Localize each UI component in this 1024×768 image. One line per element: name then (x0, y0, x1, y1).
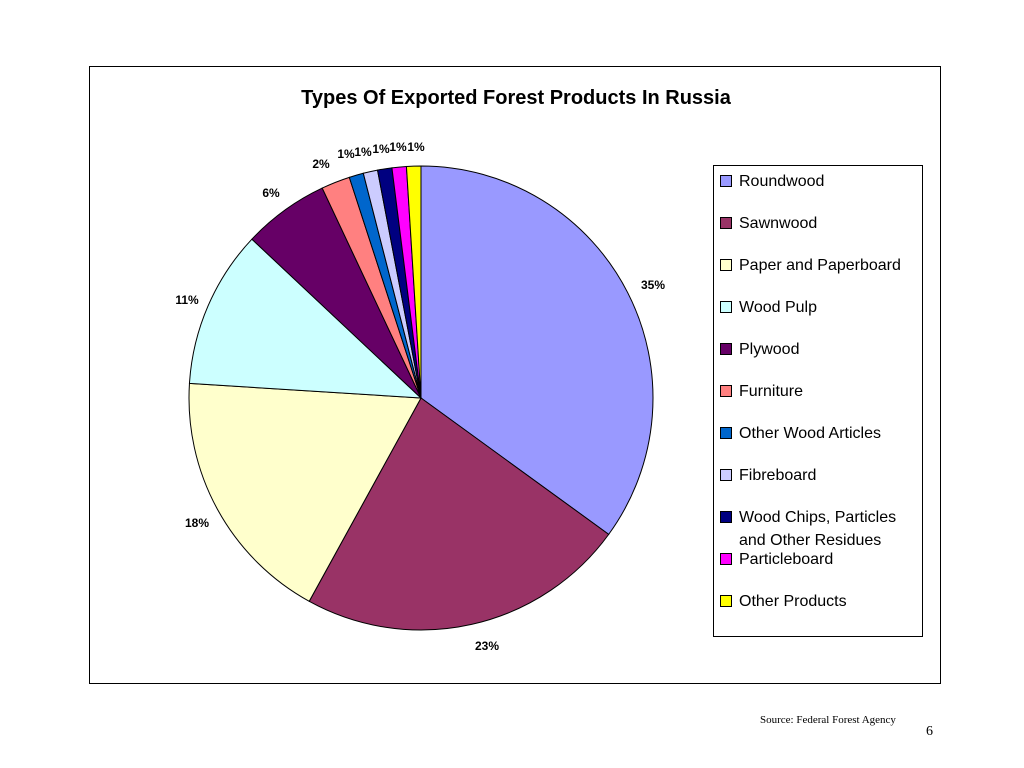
legend-swatch (720, 217, 732, 229)
legend-item: Other Wood Articles (720, 422, 924, 445)
slice-value-label: 23% (475, 639, 499, 653)
pie-chart: 35%23%18%11%6%2%1% 1% 1% 1% 1% (175, 140, 665, 653)
source-note: Source: Federal Forest Agency (760, 714, 896, 726)
legend-label: Wood Chips, Particles and Other Residues (739, 509, 897, 549)
chart-area: Types Of Exported Forest Products In Rus… (89, 66, 941, 684)
legend-item: Particleboard (720, 548, 924, 571)
legend-item: Sawnwood (720, 212, 924, 235)
legend-item: Furniture (720, 380, 924, 403)
pie-slice-sawnwood (308, 397, 610, 631)
legend-swatch (720, 511, 732, 523)
legend-item: Wood Chips, Particles and Other Residues (720, 506, 924, 552)
slice-value-label: 11% (175, 293, 199, 307)
legend-label: Particleboard (739, 551, 834, 568)
legend-swatch (720, 553, 732, 565)
pie-slice-roundwood (420, 165, 654, 536)
legend-swatch (720, 259, 732, 271)
legend-item: Fibreboard (720, 464, 924, 487)
legend-swatch (720, 343, 732, 355)
legend-item: Wood Pulp (720, 296, 924, 319)
pie-slice-paper-and-paperboard (188, 382, 422, 602)
legend-swatch (720, 595, 732, 607)
page-number: 6 (926, 724, 933, 739)
legend-item: Other Products (720, 590, 924, 613)
pie-slice-wood-pulp (188, 238, 423, 399)
slice-value-label: 1% (354, 145, 372, 159)
legend-item: Plywood (720, 338, 924, 361)
chart-legend: Roundwood Sawnwood Paper and Paperboard Woo… (713, 165, 923, 637)
slice-value-label: 1% (372, 142, 390, 156)
legend-item: Roundwood (720, 170, 924, 193)
legend-swatch (720, 469, 732, 481)
legend-label: Fibreboard (739, 467, 817, 484)
legend-label: Paper and Paperboard (739, 257, 901, 274)
slice-value-label: 2% (312, 157, 330, 171)
legend-swatch (720, 427, 732, 439)
chart-title: Types Of Exported Forest Products In Rus… (301, 87, 731, 109)
slice-value-label: 1% (337, 147, 355, 161)
slice-value-label: 35% (641, 278, 665, 292)
legend-label: Plywood (739, 341, 800, 358)
slice-value-label: 1% (389, 140, 407, 154)
legend-swatch (720, 175, 732, 187)
pie-slice-other-products (405, 165, 422, 399)
legend-label: Furniture (739, 383, 804, 400)
legend-label: Other Products (739, 593, 847, 610)
legend-swatch (720, 385, 732, 397)
slice-value-label: 6% (262, 186, 280, 200)
legend-label: Sawnwood (739, 215, 818, 232)
legend-swatch (720, 301, 732, 313)
legend-item: Paper and Paperboard (720, 254, 924, 277)
slice-value-label: 18% (185, 516, 209, 530)
slice-value-label: 1% (407, 140, 425, 154)
legend-label: Wood Pulp (739, 299, 817, 316)
legend-label: Roundwood (739, 173, 825, 190)
legend-label: Other Wood Articles (739, 425, 881, 442)
